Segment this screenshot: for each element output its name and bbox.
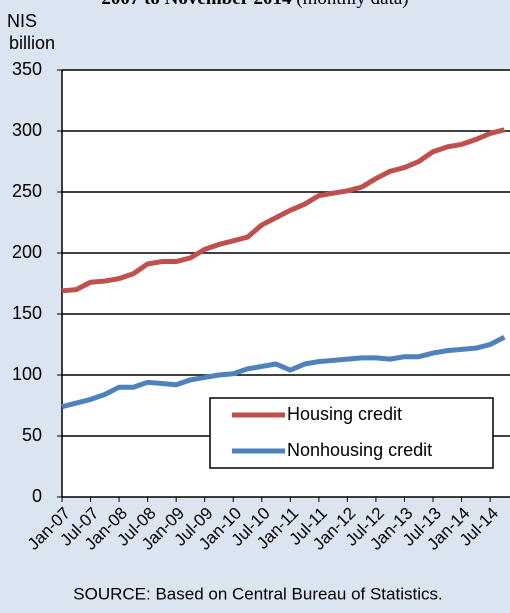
y-tick-label: 250 <box>12 181 42 201</box>
y-tick-label: 100 <box>12 364 42 384</box>
y-axis-label: billion <box>9 33 55 53</box>
y-tick-label: 150 <box>12 303 42 323</box>
line-series <box>61 127 505 294</box>
legend-label: Nonhousing credit <box>287 440 432 460</box>
y-axis-label: NIS <box>7 11 37 31</box>
legend-box <box>209 397 494 469</box>
source-note: SOURCE: Based on Central Bureau of Stati… <box>73 584 442 603</box>
y-tick-label: 350 <box>12 59 42 79</box>
y-tick-label: 300 <box>12 120 42 140</box>
y-tick-label: 0 <box>32 486 42 506</box>
y-tick-label: 50 <box>22 425 42 445</box>
line-series <box>61 334 506 410</box>
title-note: (monthly data) <box>296 0 408 9</box>
chart-title: 2007 to November 2014 <box>101 0 292 9</box>
chart-title-row: 2007 to November 2014 (monthly data) <box>101 0 408 9</box>
y-tick-label: 200 <box>12 242 42 262</box>
legend-label: Housing credit <box>287 404 402 424</box>
